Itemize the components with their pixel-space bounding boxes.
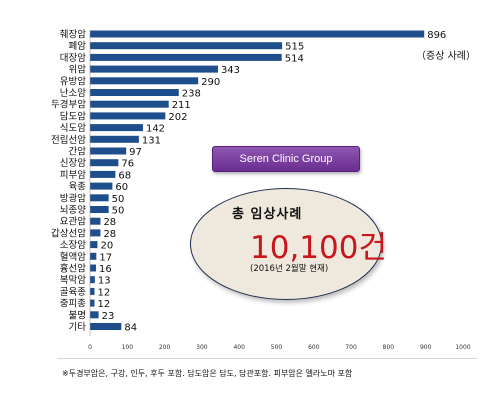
value-label: 202 (168, 112, 187, 123)
category-label: 간암 (69, 146, 87, 158)
value-label: 20 (100, 241, 113, 252)
bar (90, 65, 218, 73)
value-label: 12 (97, 299, 110, 310)
category-label: 두경부암 (51, 99, 86, 111)
category-label: 갑상선암 (51, 227, 86, 239)
category-label: 난소암 (60, 87, 86, 99)
x-tick-label: 0 (88, 344, 92, 351)
value-label: 17 (99, 252, 112, 263)
bar (90, 252, 97, 260)
total-cases-ellipse (190, 188, 382, 300)
x-tick-label: 800 (383, 344, 395, 351)
category-label: 전립선암 (51, 134, 86, 146)
category-label: 소장암 (60, 239, 86, 251)
footnote: ※두경부암은, 구강, 인두, 후두 포함. 담도암은 담도, 담관포함. 피부… (62, 369, 353, 378)
value-label: 84 (124, 323, 137, 334)
bar (90, 100, 169, 108)
value-label: 211 (172, 100, 191, 111)
category-label: 기타 (69, 322, 87, 333)
bar (90, 124, 143, 132)
value-label: 13 (98, 276, 111, 287)
bar (90, 241, 98, 249)
category-label: 흉선암 (60, 263, 86, 275)
bar (90, 311, 99, 319)
x-tick-label: 500 (271, 344, 283, 351)
bar (90, 194, 109, 202)
x-tick-label: 900 (420, 344, 432, 351)
bar (90, 42, 283, 50)
x-tick-label: 300 (196, 344, 208, 351)
value-label: 343 (221, 65, 240, 76)
x-tick-label: 700 (345, 344, 357, 351)
value-label: 290 (201, 77, 220, 88)
value-label: 68 (118, 170, 131, 181)
category-label: 대장암 (60, 52, 86, 64)
category-label: 불명 (69, 310, 86, 321)
value-label: 896 (427, 30, 446, 41)
value-label: 60 (115, 182, 128, 193)
footnote-divider (57, 358, 477, 387)
category-label: 폐암 (69, 40, 87, 52)
total-cases-date: (2016년 2월말 현재) (250, 264, 329, 274)
bar (90, 53, 282, 61)
bar (90, 287, 95, 295)
value-label: 50 (112, 194, 125, 205)
category-label: 신장암 (60, 157, 86, 169)
bar (90, 135, 139, 143)
x-tick-label: 600 (308, 344, 320, 351)
value-label: 23 (102, 311, 115, 322)
bars-layer: 췌장암 896 폐암 515 대장암 514 위암 343 유방암 290 난소암 238 두경부암 21… (51, 29, 471, 352)
bar (90, 77, 199, 85)
category-label: 중피종 (60, 299, 86, 310)
total-cases-title: 총 임상사례 (232, 207, 303, 222)
value-label: 142 (146, 124, 165, 135)
category-label: 골육종 (60, 287, 86, 298)
value-label: 16 (99, 264, 112, 275)
bar (90, 206, 109, 213)
bar (90, 170, 116, 178)
category-label: 혈액암 (60, 251, 86, 263)
category-label: 방광암 (60, 192, 86, 204)
clinic-group-label: Seren Clinic Group (212, 146, 360, 172)
bar (90, 217, 101, 225)
bar (90, 159, 119, 167)
category-label: 피부암 (60, 169, 86, 181)
value-label: 28 (103, 229, 116, 240)
bar (90, 147, 127, 155)
category-label: 육종 (69, 182, 87, 193)
total-cases-number: 10,100건 (250, 230, 387, 266)
bar (90, 229, 101, 237)
category-label: 복막암 (60, 274, 86, 286)
value-label: 514 (285, 53, 304, 64)
value-label: 238 (182, 89, 201, 100)
x-tick-label: 1000 (455, 344, 470, 351)
value-label: 76 (121, 159, 134, 170)
bar (90, 182, 113, 190)
x-tick-label: 400 (233, 344, 245, 351)
bar (90, 264, 96, 272)
category-label: 요관암 (60, 216, 86, 228)
bar (90, 276, 95, 284)
x-tick-label: 200 (159, 344, 171, 351)
category-label: 위암 (69, 64, 87, 76)
chart-annotation: （증상 사례） (416, 50, 476, 62)
bar (90, 30, 425, 38)
bar (90, 112, 166, 120)
x-tick-label: 100 (122, 344, 134, 351)
value-label: 131 (142, 135, 161, 146)
category-label: 췌장암 (60, 29, 86, 41)
value-label: 50 (112, 206, 125, 217)
category-label: 뇌종양 (60, 205, 86, 216)
value-label: 28 (103, 217, 116, 228)
category-label: 식도암 (60, 122, 86, 134)
bar (90, 89, 179, 96)
category-label: 유방암 (60, 75, 86, 87)
category-label: 담도암 (60, 110, 86, 122)
bar (90, 323, 122, 330)
bar (90, 299, 95, 307)
value-label: 97 (129, 147, 142, 158)
value-label: 12 (97, 287, 110, 298)
value-label: 515 (285, 42, 304, 53)
